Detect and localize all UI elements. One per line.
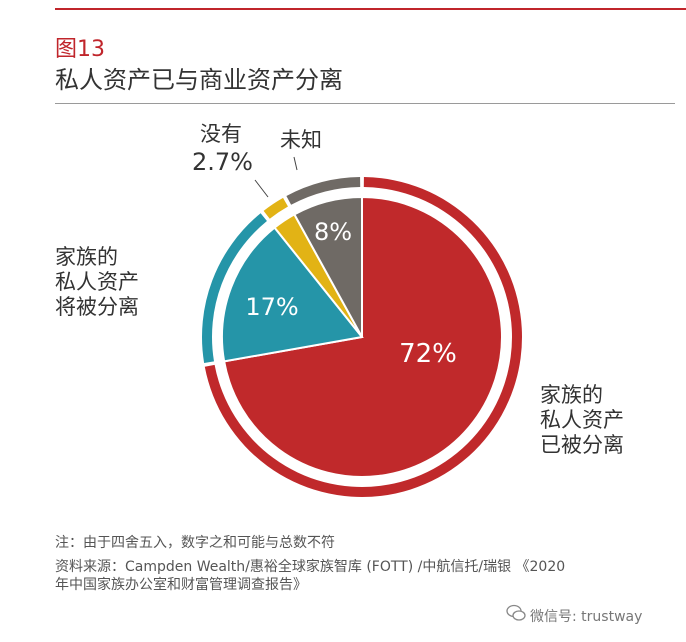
- slice-separated-value-label: 72%: [399, 339, 457, 369]
- slice-will-separate: [221, 226, 364, 363]
- slice-none-ring: [263, 197, 288, 219]
- watermark: 微信号: trustway: [530, 609, 643, 625]
- figure-title: 私人资产已与商业资产分离: [55, 66, 343, 94]
- leader-unknown: [293, 156, 298, 171]
- label-will-separate: 家族的 私人资产 将被分离: [55, 245, 139, 319]
- rounding-note: 注：由于四舍五入，数字之和可能与总数不符: [55, 535, 335, 551]
- label-none-value: 2.7%: [192, 148, 253, 176]
- source-line-1: 资料来源：Campden Wealth/惠裕全球家族智库 (FOTT) /中航信…: [55, 559, 566, 575]
- label-none: 没有: [200, 122, 242, 146]
- leader-none: [254, 179, 269, 198]
- wechat-icon: [506, 604, 526, 621]
- top-accent-line: [55, 8, 686, 10]
- slice-unknown-value-label: 8%: [314, 218, 352, 246]
- slice-will-separate-value-label: 17%: [245, 293, 298, 321]
- slice-unknown-ring: [286, 177, 361, 205]
- slice-will-separate-ring: [202, 213, 267, 363]
- label-separated: 家族的 私人资产 已被分离: [540, 383, 624, 457]
- source-line-2: 年中国家族办公室和财富管理调查报告》: [55, 577, 307, 593]
- slice-unknown: [293, 195, 363, 338]
- figure-number: 图13: [55, 37, 105, 62]
- label-unknown: 未知: [280, 128, 322, 152]
- title-divider: [55, 103, 675, 104]
